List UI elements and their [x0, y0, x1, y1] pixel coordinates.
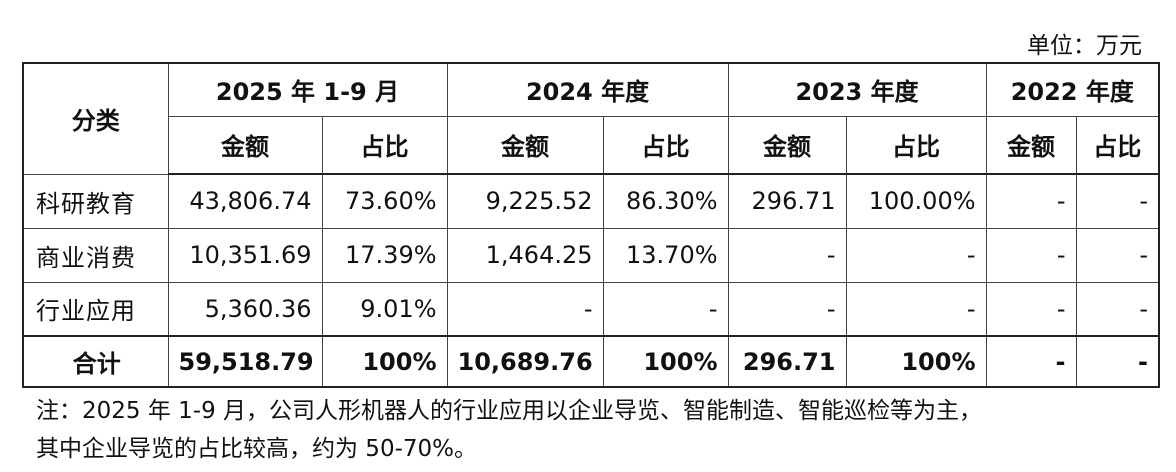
- cell: -: [985, 281, 1077, 337]
- subheader: 占比: [1075, 115, 1160, 175]
- cell: 9.01%: [321, 281, 448, 337]
- subheader: 占比: [602, 115, 729, 175]
- cell: 100%: [602, 335, 729, 388]
- subheader-row: 金额 占比 金额 占比 金额 占比 金额 占比: [23, 115, 1160, 175]
- cell: -: [985, 227, 1077, 283]
- note-line: 其中企业导览的占比较高，约为 50-70%。: [36, 436, 477, 462]
- cell: -: [446, 281, 604, 337]
- subheader: 金额: [985, 115, 1077, 175]
- cell: 100%: [321, 335, 448, 388]
- cell: -: [845, 281, 987, 337]
- note: 注：2025 年 1-9 月，公司人形机器人的行业应用以企业导览、智能制造、智能…: [36, 392, 982, 468]
- cell: 10,351.69: [167, 227, 323, 283]
- row-label: 合计: [22, 335, 169, 388]
- cell: 17.39%: [321, 227, 448, 283]
- cell: 13.70%: [602, 227, 729, 283]
- cell: 10,689.76: [446, 335, 604, 388]
- row-label: 行业应用: [22, 281, 169, 337]
- period-header: 2024 年度: [446, 62, 729, 117]
- subheader: 金额: [167, 115, 323, 175]
- period-header: 2022 年度: [985, 62, 1160, 117]
- cell: 5,360.36: [167, 281, 323, 337]
- cell: -: [727, 281, 847, 337]
- cell: -: [1075, 173, 1160, 229]
- cell: 100.00%: [845, 173, 987, 229]
- table-row: 科研教育 43,806.74 73.60% 9,225.52 86.30% 296.71 1…: [22, 173, 1160, 229]
- table-row: 行业应用 5,360.36 9.01% - - - - - -: [22, 281, 1160, 337]
- cell: -: [602, 281, 729, 337]
- row-label: 商业消费: [22, 227, 169, 283]
- cell: -: [985, 173, 1077, 229]
- subheader: 金额: [727, 115, 847, 175]
- cell: 43,806.74: [167, 173, 323, 229]
- period-header: 2025 年 1-9 月: [167, 62, 448, 117]
- unit-label: 单位：万元: [1027, 33, 1142, 59]
- subheader: 金额: [446, 115, 604, 175]
- cell: 1,464.25: [446, 227, 604, 283]
- subheader: 占比: [845, 115, 987, 175]
- cell: 9,225.52: [446, 173, 604, 229]
- corner-header: 分类: [22, 62, 169, 175]
- period-header: 2023 年度: [727, 62, 987, 117]
- cell: -: [845, 227, 987, 283]
- cell: -: [985, 335, 1077, 388]
- row-label: 科研教育: [22, 173, 169, 229]
- subheader: 占比: [321, 115, 448, 175]
- cell: -: [1075, 227, 1160, 283]
- cell: -: [727, 227, 847, 283]
- table-row: 合计 59,518.79 100% 10,689.76 100% 296.71 100% - -: [22, 335, 1160, 388]
- cell: 296.71: [727, 335, 847, 388]
- data-table: 分类 2025 年 1-9 月 2024 年度 2023 年度 2022 年度 金额 占比金…: [22, 62, 1161, 388]
- cell: -: [1075, 281, 1160, 337]
- cell: 86.30%: [602, 173, 729, 229]
- header-row: 分类 2025 年 1-9 月 2024 年度 2023 年度 2022 年度: [22, 62, 1160, 175]
- cell: 73.60%: [321, 173, 448, 229]
- table-row: 商业消费 10,351.69 17.39% 1,464.25 13.70% - - - -: [22, 227, 1160, 283]
- cell: 296.71: [727, 173, 847, 229]
- cell: -: [1075, 335, 1160, 388]
- note-line: 注：2025 年 1-9 月，公司人形机器人的行业应用以企业导览、智能制造、智能…: [36, 398, 983, 424]
- cell: 100%: [845, 335, 987, 388]
- cell: 59,518.79: [167, 335, 323, 388]
